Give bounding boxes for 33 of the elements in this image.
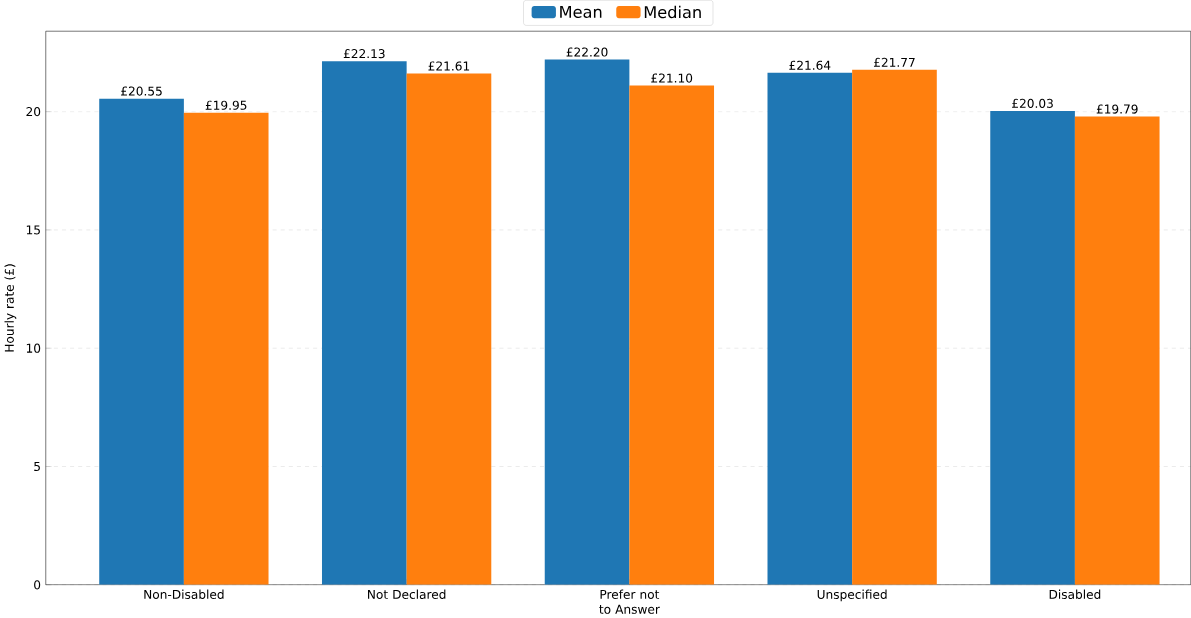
x-tick-label: Unspecified — [817, 589, 887, 602]
data-label: £19.95 — [205, 100, 247, 110]
legend-label: Mean — [560, 5, 602, 18]
bar — [767, 72, 853, 585]
x-tick-label: Non-Disabled — [144, 589, 224, 599]
y-tick-label: 20 — [26, 106, 41, 117]
bar — [183, 112, 269, 585]
bar — [1074, 116, 1160, 585]
y-tick-label: 0 — [34, 580, 41, 590]
data-label: £21.77 — [873, 57, 915, 67]
bar — [629, 85, 715, 585]
bar — [544, 59, 630, 585]
bar — [406, 73, 492, 585]
y-tick-label: 5 — [34, 461, 40, 471]
y-axis-title: Hourly rate (£) — [4, 264, 17, 352]
data-label: £22.13 — [343, 48, 385, 59]
data-label: £21.61 — [428, 61, 470, 71]
data-label: £22.20 — [566, 47, 608, 57]
legend-label: Median — [644, 5, 701, 19]
data-label: £20.55 — [121, 86, 162, 96]
data-label: £19.79 — [1096, 104, 1138, 114]
bar — [321, 61, 407, 585]
y-tick-label: 10 — [26, 343, 41, 353]
x-tick-label: Not Declared — [368, 589, 446, 599]
bar — [852, 69, 937, 585]
data-label: £21.10 — [651, 73, 693, 83]
bar — [99, 98, 184, 585]
y-tick-label: 15 — [26, 225, 40, 235]
x-tick-label: Prefer not to Answer — [599, 589, 660, 614]
data-label: £21.64 — [789, 60, 831, 70]
bar — [990, 110, 1075, 585]
x-tick-label: Disabled — [1049, 589, 1101, 599]
data-label: £20.03 — [1012, 98, 1053, 108]
